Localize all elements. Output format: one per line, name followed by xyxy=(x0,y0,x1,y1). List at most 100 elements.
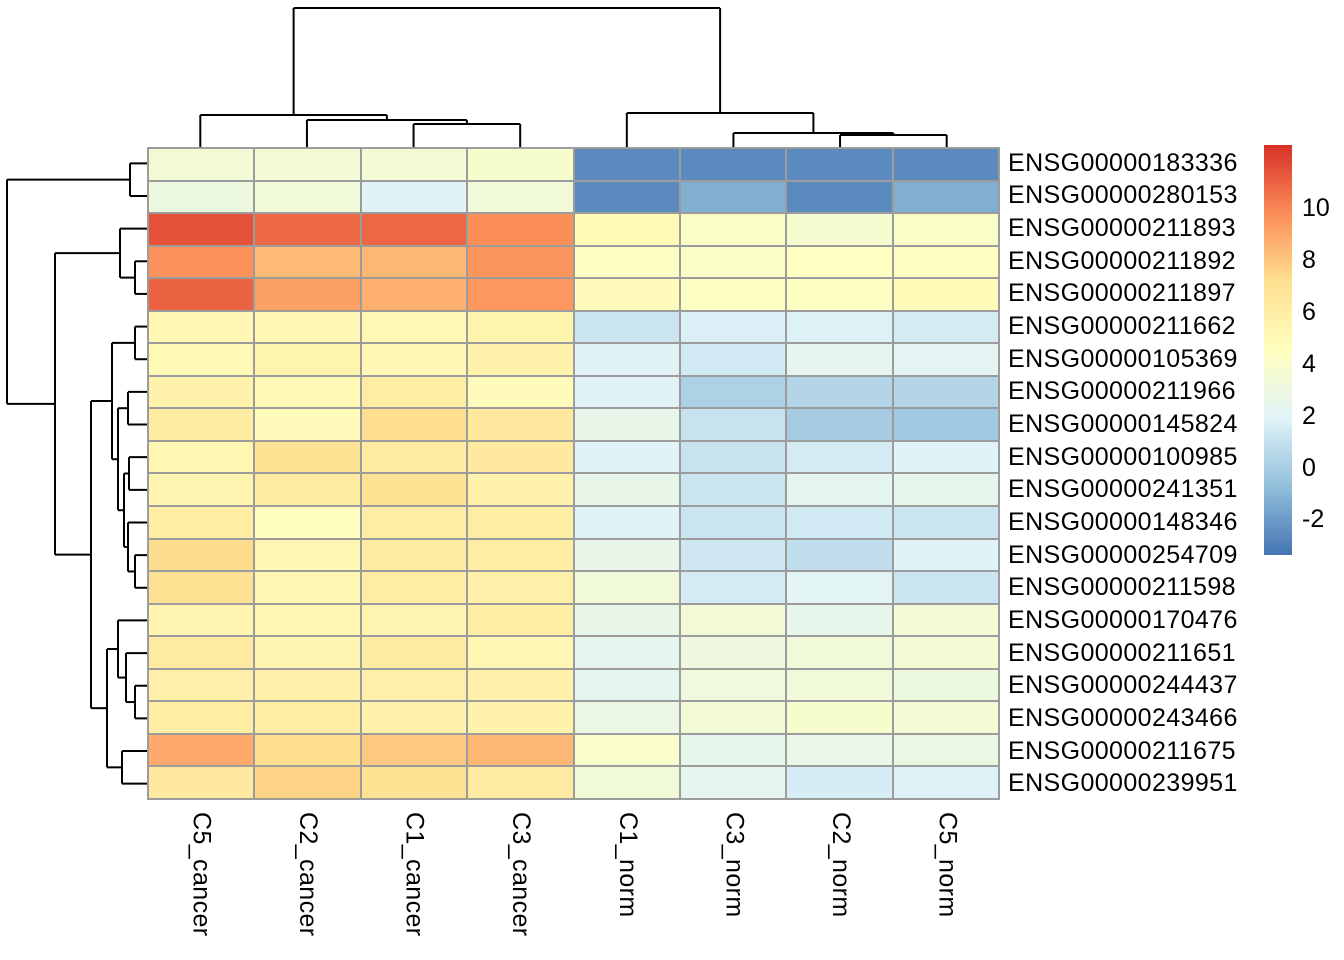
heatmap-cell xyxy=(679,473,787,507)
heatmap-cell xyxy=(467,701,574,734)
heatmap-cell xyxy=(254,375,361,409)
heatmap-cell xyxy=(786,245,893,279)
column-label: C3_cancer xyxy=(507,812,536,937)
heatmap-cell xyxy=(786,668,893,702)
heatmap-cell xyxy=(467,375,574,409)
heatmap-cell xyxy=(467,733,574,767)
heatmap-cell xyxy=(360,668,468,702)
heatmap-cell xyxy=(573,733,680,767)
row-label: ENSG00000105369 xyxy=(1008,344,1238,373)
heatmap-cell xyxy=(467,180,574,214)
heatmap-cell xyxy=(467,571,574,604)
legend-tick-label: 10 xyxy=(1302,194,1330,223)
heatmap-cell xyxy=(892,506,999,539)
heatmap-cell xyxy=(573,473,680,507)
legend-tick-label: -2 xyxy=(1302,505,1325,534)
row-label: ENSG00000100985 xyxy=(1008,442,1238,471)
heatmap-cell xyxy=(254,408,361,441)
heatmap-cell xyxy=(360,766,468,799)
row-label: ENSG00000211897 xyxy=(1008,279,1236,308)
heatmap-cell xyxy=(892,375,999,409)
heatmap-cell xyxy=(786,733,893,767)
column-label: C5_cancer xyxy=(187,812,216,937)
heatmap-cell xyxy=(148,668,255,702)
heatmap-cell xyxy=(360,506,468,539)
heatmap-cell xyxy=(573,213,680,246)
heatmap-cell xyxy=(892,603,999,637)
heatmap-cell xyxy=(360,148,468,181)
row-label: ENSG00000211893 xyxy=(1008,214,1236,243)
legend-tick-label: 4 xyxy=(1302,349,1316,378)
heatmap-cell xyxy=(148,473,255,507)
heatmap-cell xyxy=(360,733,468,767)
heatmap-cell xyxy=(679,408,787,441)
heatmap-cell xyxy=(148,343,255,376)
heatmap-cell xyxy=(467,473,574,507)
heatmap-cell xyxy=(892,343,999,376)
heatmap-cell xyxy=(467,668,574,702)
heatmap-cell xyxy=(573,636,680,669)
heatmap-cell xyxy=(254,245,361,279)
heatmap-cell xyxy=(892,636,999,669)
heatmap-cell xyxy=(148,245,255,279)
heatmap-cell xyxy=(679,343,787,376)
row-label: ENSG00000211966 xyxy=(1008,377,1236,406)
row-label: ENSG00000211651 xyxy=(1008,638,1236,667)
heatmap-cell xyxy=(467,310,574,344)
heatmap-cell xyxy=(254,440,361,474)
heatmap-cell xyxy=(679,278,787,311)
heatmap-cell xyxy=(679,766,787,799)
heatmap-cell xyxy=(679,213,787,246)
heatmap-cell xyxy=(467,343,574,376)
heatmap-cell xyxy=(679,668,787,702)
heatmap-cell xyxy=(892,571,999,604)
row-label: ENSG00000211662 xyxy=(1008,312,1236,341)
heatmap-cell xyxy=(467,278,574,311)
heatmap-cell xyxy=(786,213,893,246)
heatmap-cell xyxy=(254,571,361,604)
heatmap-grid xyxy=(147,147,1000,800)
heatmap-cell xyxy=(360,636,468,669)
heatmap-cell xyxy=(679,571,787,604)
row-label: ENSG00000241351 xyxy=(1008,475,1238,504)
heatmap-cell xyxy=(148,733,255,767)
heatmap-cell xyxy=(148,506,255,539)
heatmap-cell xyxy=(360,473,468,507)
heatmap-cell xyxy=(360,245,468,279)
heatmap-cell xyxy=(360,538,468,572)
heatmap-cell xyxy=(573,375,680,409)
heatmap-cell xyxy=(573,278,680,311)
heatmap-cell xyxy=(254,636,361,669)
heatmap-cell xyxy=(254,278,361,311)
heatmap-cell xyxy=(892,538,999,572)
heatmap-cell xyxy=(360,701,468,734)
column-label: C5_norm xyxy=(933,812,962,918)
heatmap-cell xyxy=(679,180,787,214)
heatmap-cell xyxy=(786,343,893,376)
heatmap-cell xyxy=(573,571,680,604)
heatmap-cell xyxy=(573,180,680,214)
heatmap-cell xyxy=(573,440,680,474)
heatmap-cell xyxy=(786,473,893,507)
heatmap-cell xyxy=(679,440,787,474)
column-label: C2_norm xyxy=(827,812,856,918)
heatmap-cell xyxy=(254,180,361,214)
row-label: ENSG00000145824 xyxy=(1008,410,1238,438)
heatmap-cell xyxy=(573,701,680,734)
row-label: ENSG00000211675 xyxy=(1008,736,1236,765)
heatmap-cell xyxy=(573,506,680,539)
heatmap-cell xyxy=(148,571,255,604)
heatmap-cell xyxy=(786,636,893,669)
heatmap-cell xyxy=(679,245,787,279)
heatmap-cell xyxy=(254,473,361,507)
row-label: ENSG00000243466 xyxy=(1008,703,1238,732)
heatmap-cell xyxy=(892,668,999,702)
heatmap-cell xyxy=(573,603,680,637)
heatmap-cell xyxy=(360,440,468,474)
heatmap-cell xyxy=(148,148,255,181)
heatmap-cell xyxy=(148,375,255,409)
heatmap-cell xyxy=(786,148,893,181)
heatmap-cell xyxy=(254,148,361,181)
heatmap-cell xyxy=(148,603,255,637)
heatmap-cell xyxy=(254,603,361,637)
